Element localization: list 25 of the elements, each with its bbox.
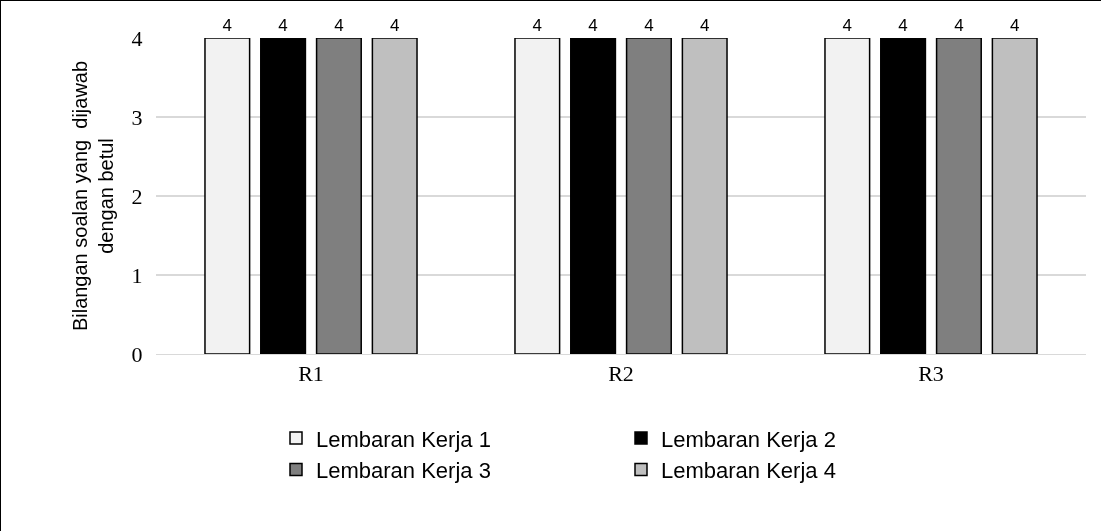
legend-label: Lembaran Kerja 1 — [316, 426, 491, 452]
data-label: 4 — [1009, 16, 1020, 35]
x-tick-label: R1 — [298, 361, 324, 387]
y-tick-label: 4 — [131, 25, 143, 51]
data-label: 4 — [532, 16, 543, 35]
y-tick-label: 3 — [131, 104, 143, 130]
legend-label: Lembaran Kerja 4 — [661, 458, 836, 484]
y-tick-label: 2 — [131, 183, 143, 209]
data-label: 4 — [389, 16, 400, 35]
data-label: 4 — [699, 16, 710, 35]
legend-label: Lembaran Kerja 3 — [316, 458, 491, 484]
x-tick-label: R3 — [918, 361, 944, 387]
data-label: 4 — [644, 16, 654, 35]
data-label: 4 — [898, 16, 908, 35]
data-label: 4 — [278, 16, 288, 35]
data-label: 4 — [954, 16, 964, 35]
y-tick-label: 0 — [131, 341, 143, 367]
legend-label: Lembaran Kerja 2 — [661, 426, 836, 452]
data-label: 4 — [842, 16, 853, 35]
y-axis-title: Bilangan soalan yang dijawab dengan betul — [69, 60, 118, 332]
data-label: 4 — [334, 16, 344, 35]
data-label: 4 — [588, 16, 598, 35]
data-label: 4 — [222, 16, 233, 35]
x-tick-label: R2 — [608, 361, 634, 387]
y-tick-label: 1 — [131, 262, 143, 288]
